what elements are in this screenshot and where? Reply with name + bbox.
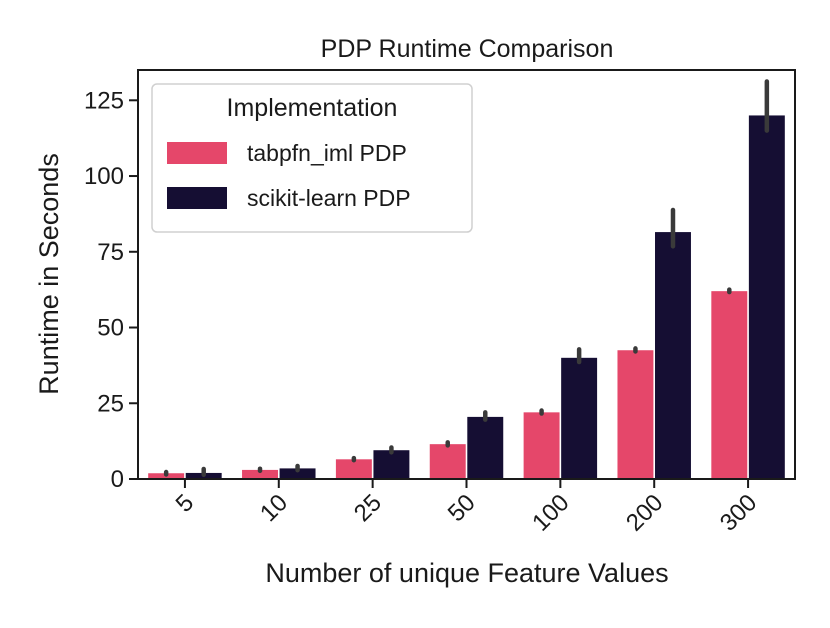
- y-tick-label: 50: [97, 315, 124, 342]
- chart-title: PDP Runtime Comparison: [321, 35, 614, 63]
- bar-sklearn-50: [467, 416, 504, 479]
- x-axis-label: Number of unique Feature Values: [265, 558, 668, 588]
- bar-tabpfn-100: [523, 412, 560, 479]
- x-tick-label: 100: [527, 489, 574, 536]
- y-tick-label: 125: [84, 87, 124, 114]
- legend-label: tabpfn_iml PDP: [247, 140, 407, 166]
- bar-sklearn-200: [655, 232, 691, 479]
- legend-label: scikit-learn PDP: [247, 185, 411, 211]
- bar-tabpfn-25: [335, 459, 372, 479]
- bar-tabpfn-200: [617, 350, 654, 479]
- x-tick-label: 200: [621, 489, 668, 536]
- y-axis-label: Runtime in Seconds: [34, 153, 64, 395]
- bar-sklearn-100: [561, 357, 598, 479]
- legend: Implementation tabpfn_iml PDP scikit-learn…: [151, 83, 473, 233]
- bar-sklearn-10: [279, 468, 316, 479]
- y-tick-label: 25: [97, 390, 124, 417]
- legend-title: Implementation: [227, 94, 398, 122]
- x-tick-label: 25: [349, 489, 387, 527]
- x-tick-label: 50: [443, 489, 481, 527]
- bar-tabpfn-10: [242, 469, 278, 479]
- y-tick-label: 100: [84, 163, 124, 190]
- y-tick-label: 75: [97, 239, 124, 266]
- bar-tabpfn-300: [711, 291, 748, 479]
- bar-tabpfn-50: [429, 444, 466, 479]
- legend-swatch: [167, 142, 227, 164]
- legend-box: [151, 83, 473, 233]
- x-tick-label: 10: [255, 489, 293, 527]
- y-tick-label: 0: [111, 466, 124, 493]
- bar-sklearn-300: [748, 115, 785, 479]
- legend-swatch: [167, 187, 227, 209]
- bar-sklearn-25: [373, 450, 410, 479]
- x-tick-label: 300: [715, 489, 762, 536]
- x-tick-label: 5: [171, 489, 200, 518]
